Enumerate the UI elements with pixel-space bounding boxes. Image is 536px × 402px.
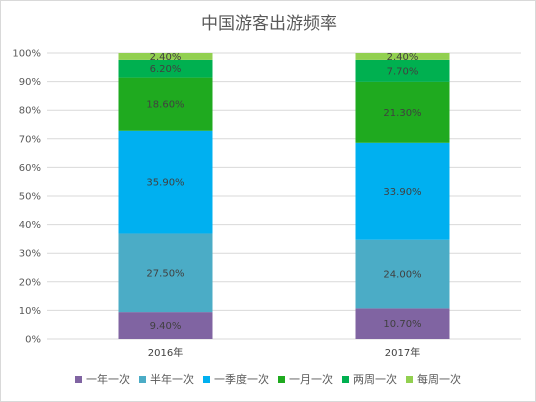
legend-swatch [139,376,146,383]
bar-segment [118,233,213,313]
data-label: 10.70% [383,319,421,330]
bar-segment [355,308,450,339]
y-axis-tick-labels: 0% 10% 20% 30% 40% 50% 60% 70% 80% 90% 100% [12,49,41,346]
legend-swatch [342,376,349,383]
y-tick-label: 90% [19,77,41,88]
data-labels: 9.40%27.50%35.90%18.60%6.20%2.40%10.70%2… [146,52,421,332]
bar-segment [118,130,213,234]
legend-item: 每周一次 [406,372,461,386]
data-label: 18.60% [146,100,184,111]
legend-label: 一年一次 [86,372,130,386]
legend-item: 两周一次 [342,372,397,386]
data-label: 35.90% [146,178,184,189]
data-label: 21.30% [383,108,421,119]
legend-label: 半年一次 [150,372,194,386]
y-tick-label: 40% [19,220,41,231]
legend-swatch [75,376,82,383]
bar-segment [355,239,450,309]
bar-segment [118,77,213,131]
legend-item: 一季度一次 [203,372,269,386]
legend: 一年一次 半年一次 一季度一次 一月一次 两周一次 每周一次 [75,372,461,386]
data-label: 6.20% [150,64,182,75]
data-label: 33.90% [383,187,421,198]
y-tick-label: 0% [25,335,41,346]
y-tick-label: 50% [19,192,41,203]
bar-segment [118,53,213,60]
legend-label: 一季度一次 [214,372,269,386]
data-label: 7.70% [387,66,419,77]
legend-swatch [278,376,285,383]
data-label: 24.00% [383,270,421,281]
legend-item: 一年一次 [75,372,130,386]
bar-segment [355,53,450,60]
y-tick-label: 20% [19,277,41,288]
legend-label: 两周一次 [353,372,397,386]
bar-segment [118,59,213,78]
legend-item: 一月一次 [278,372,333,386]
legend-item: 半年一次 [139,372,194,386]
data-label: 27.50% [146,268,184,279]
x-category-label: 2016年 [148,346,183,359]
y-tick-label: 80% [19,106,41,117]
gridlines [47,52,521,340]
y-tick-label: 60% [19,163,41,174]
data-label: 2.40% [387,52,419,63]
bar-segment [355,81,450,143]
legend-label: 每周一次 [417,372,461,386]
data-label: 2.40% [150,52,182,63]
y-tick-label: 100% [12,49,41,60]
bar-segment [118,312,213,339]
legend-swatch [203,376,210,383]
legend-swatch [406,376,413,383]
bar-segment [355,142,450,240]
x-category-label: 2017年 [385,346,420,359]
chart-title: 中国游客出游频率 [201,14,337,34]
x-axis-category-labels: 2016年 2017年 [148,346,420,359]
bar-segment [355,59,450,82]
bars [118,53,450,339]
y-tick-label: 70% [19,134,41,145]
y-tick-label: 30% [19,249,41,260]
legend-label: 一月一次 [289,372,333,386]
data-label: 9.40% [150,321,182,332]
y-tick-label: 10% [19,306,41,317]
